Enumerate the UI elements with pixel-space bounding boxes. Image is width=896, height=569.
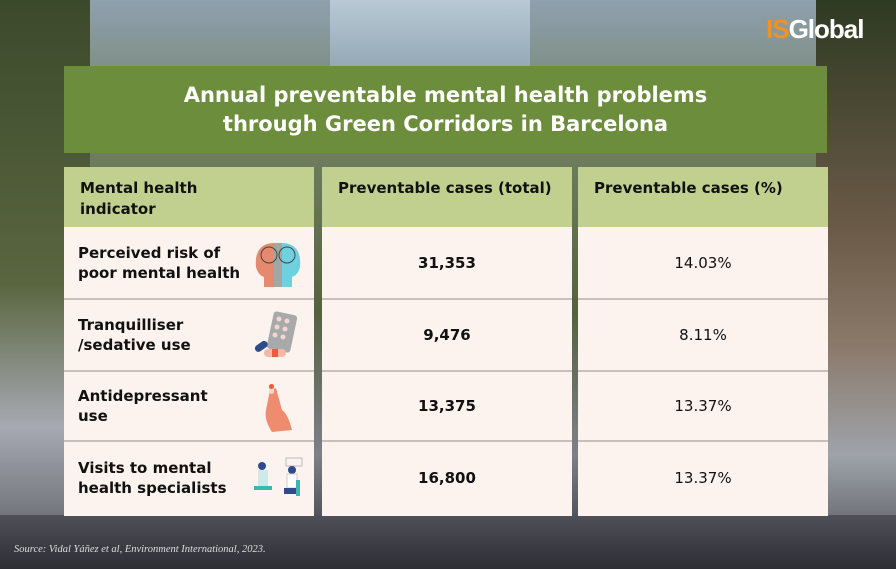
source-note: Source: Vidal Yáñez et al, Environment I…: [14, 544, 266, 555]
total-value: 16,800: [322, 440, 572, 514]
percent-value: 14.03%: [674, 253, 732, 272]
header-percent: Preventable cases (%): [578, 167, 828, 227]
total-column: Preventable cases (total) 31,353 9,476 1…: [322, 167, 572, 516]
header-total: Preventable cases (total): [322, 167, 572, 227]
total-value: 13,375: [322, 370, 572, 440]
indicator-label: Visits to mental health specialists: [78, 459, 227, 497]
isglobal-logo: ISGlobal: [766, 14, 865, 45]
background-sky: [330, 0, 530, 70]
background-pavement: [0, 515, 896, 569]
percent-value: 13.37%: [578, 440, 828, 514]
indicator-label: Antidepressant use: [78, 387, 208, 425]
total-value: 9,476: [322, 298, 572, 370]
percent-value: 13.37%: [578, 370, 828, 440]
row-indicator: Antidepressant use: [64, 370, 314, 440]
title-line-1: Annual preventable mental health problem…: [183, 82, 708, 107]
row-indicator: Tranquilliser /sedative use: [64, 298, 314, 370]
percent-column: Preventable cases (%) 14.03% 8.11% 13.37…: [578, 167, 828, 516]
header-indicator: Mental health indicator: [64, 167, 314, 227]
background-building-right: [816, 0, 896, 569]
logo-is: IS: [766, 14, 790, 44]
title-line-2: through Green Corridors in Barcelona: [222, 111, 669, 136]
therapy-session-icon: [254, 457, 303, 496]
indicator-label: Tranquilliser /sedative use: [78, 316, 191, 354]
row-indicator: Visits to mental health specialists: [64, 440, 314, 514]
logo-global: Global: [788, 14, 865, 44]
pills-icon: [254, 311, 298, 357]
heads-brain-icon: [255, 242, 301, 287]
indicator-label: Perceived risk of poor mental health: [78, 243, 241, 282]
row-indicator: Perceived risk of poor mental health: [64, 227, 314, 298]
total-value: 31,353: [418, 253, 476, 272]
indicator-column: Mental health indicator Perceived risk o…: [64, 167, 314, 516]
hand-pill-icon: [265, 384, 292, 432]
title-banner: Annual preventable mental health problem…: [64, 66, 827, 153]
percent-value: 8.11%: [578, 298, 828, 370]
